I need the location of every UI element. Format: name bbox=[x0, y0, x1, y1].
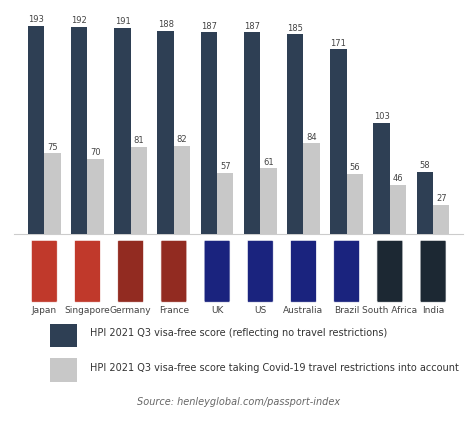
Bar bbox=[44, 153, 61, 234]
Bar bbox=[303, 143, 320, 234]
Text: US: US bbox=[254, 306, 266, 315]
Text: 188: 188 bbox=[158, 20, 174, 30]
Bar bbox=[433, 205, 449, 234]
Text: Japan: Japan bbox=[32, 306, 57, 315]
Bar bbox=[201, 32, 217, 234]
FancyBboxPatch shape bbox=[118, 240, 144, 302]
FancyBboxPatch shape bbox=[247, 240, 273, 302]
FancyBboxPatch shape bbox=[161, 240, 187, 302]
Bar bbox=[347, 174, 363, 234]
Bar bbox=[157, 31, 174, 234]
Text: India: India bbox=[422, 306, 444, 315]
Text: 56: 56 bbox=[350, 163, 360, 172]
FancyBboxPatch shape bbox=[31, 240, 57, 302]
Bar bbox=[131, 147, 147, 234]
FancyBboxPatch shape bbox=[291, 240, 316, 302]
Bar bbox=[373, 123, 390, 234]
Bar bbox=[244, 32, 260, 234]
FancyBboxPatch shape bbox=[420, 240, 446, 302]
Text: 82: 82 bbox=[177, 135, 187, 144]
Text: UK: UK bbox=[211, 306, 223, 315]
Bar bbox=[417, 172, 433, 234]
FancyBboxPatch shape bbox=[334, 240, 359, 302]
Text: 61: 61 bbox=[263, 158, 274, 167]
Text: Germany: Germany bbox=[110, 306, 152, 315]
Text: 84: 84 bbox=[307, 133, 317, 142]
FancyBboxPatch shape bbox=[50, 324, 77, 347]
Text: HPI 2021 Q3 visa-free score taking Covid-19 travel restrictions into account: HPI 2021 Q3 visa-free score taking Covid… bbox=[90, 363, 459, 373]
FancyBboxPatch shape bbox=[50, 358, 77, 382]
Text: 103: 103 bbox=[374, 112, 389, 121]
Bar bbox=[390, 184, 406, 234]
Text: 191: 191 bbox=[115, 17, 131, 26]
Text: Source: henleyglobal.com/passport-index: Source: henleyglobal.com/passport-index bbox=[137, 397, 340, 407]
FancyBboxPatch shape bbox=[377, 240, 403, 302]
Bar bbox=[287, 34, 303, 234]
Bar bbox=[114, 28, 131, 234]
Bar bbox=[174, 146, 190, 234]
Text: 187: 187 bbox=[244, 22, 260, 31]
FancyBboxPatch shape bbox=[74, 240, 101, 302]
Text: 193: 193 bbox=[28, 15, 44, 24]
Text: 171: 171 bbox=[330, 39, 346, 48]
Text: HPI 2021 Q3 visa-free score (reflecting no travel restrictions): HPI 2021 Q3 visa-free score (reflecting … bbox=[90, 328, 388, 338]
Bar bbox=[330, 50, 347, 234]
Bar bbox=[217, 173, 234, 234]
Bar bbox=[260, 168, 277, 234]
Text: 185: 185 bbox=[287, 24, 303, 33]
Text: 27: 27 bbox=[436, 195, 446, 204]
Text: 46: 46 bbox=[393, 174, 403, 183]
Text: 57: 57 bbox=[220, 162, 231, 171]
Bar bbox=[28, 26, 44, 234]
Text: South Africa: South Africa bbox=[362, 306, 417, 315]
Text: France: France bbox=[159, 306, 189, 315]
Text: 81: 81 bbox=[133, 136, 144, 145]
Text: Singapore: Singapore bbox=[65, 306, 110, 315]
Text: 58: 58 bbox=[419, 161, 430, 170]
Text: Brazil: Brazil bbox=[334, 306, 359, 315]
Text: 70: 70 bbox=[90, 148, 101, 157]
Text: 192: 192 bbox=[72, 16, 87, 25]
Bar bbox=[71, 27, 88, 234]
Bar bbox=[88, 159, 104, 234]
Text: Australia: Australia bbox=[284, 306, 323, 315]
Text: 187: 187 bbox=[201, 22, 217, 31]
Text: 75: 75 bbox=[47, 142, 58, 152]
FancyBboxPatch shape bbox=[204, 240, 230, 302]
